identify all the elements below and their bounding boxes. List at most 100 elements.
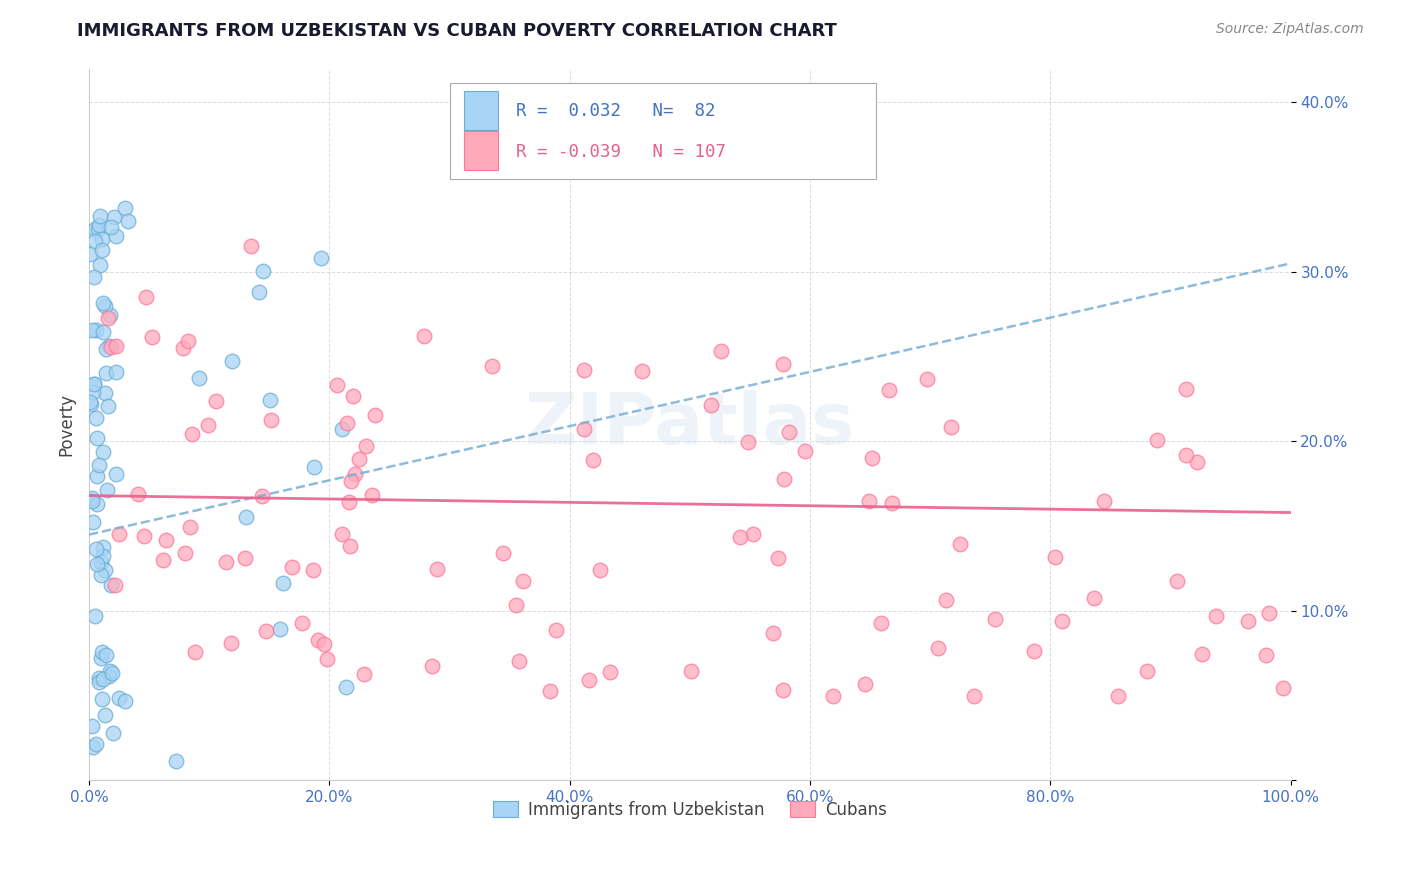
Point — [90, 555, 112, 569]
Point — [84, 322, 107, 336]
Point — [1107, 689, 1129, 703]
Point — [94, 708, 117, 723]
Point — [949, 537, 972, 551]
Point — [546, 623, 568, 637]
Point — [259, 392, 281, 407]
Point — [96, 342, 118, 356]
Point — [100, 577, 122, 591]
Point — [631, 363, 654, 377]
Point — [311, 251, 333, 265]
Point — [412, 329, 434, 343]
Point — [83, 376, 105, 391]
Point — [184, 644, 207, 658]
Point — [426, 562, 449, 576]
Point — [599, 665, 621, 679]
Point — [79, 394, 101, 409]
Point — [302, 563, 325, 577]
Point — [91, 644, 114, 658]
Point — [681, 665, 703, 679]
Point — [86, 431, 108, 445]
Point — [221, 353, 243, 368]
Point — [984, 613, 1007, 627]
Point — [91, 296, 114, 310]
Point — [83, 270, 105, 285]
Point — [105, 229, 128, 244]
Point — [93, 540, 115, 554]
Point — [302, 460, 325, 475]
Point — [353, 667, 375, 681]
Point — [91, 445, 114, 459]
Point — [589, 563, 612, 577]
Point — [87, 675, 110, 690]
Point — [104, 366, 127, 380]
Point — [89, 219, 111, 233]
Point — [939, 420, 962, 434]
Point — [96, 483, 118, 497]
Point — [361, 488, 384, 502]
Point — [699, 398, 721, 412]
Point — [94, 366, 117, 380]
Point — [572, 362, 595, 376]
Point — [742, 527, 765, 541]
Point — [90, 651, 112, 665]
Point — [336, 416, 359, 430]
Point — [80, 494, 103, 508]
Point — [935, 592, 957, 607]
Point — [97, 399, 120, 413]
Point — [512, 574, 534, 588]
Point — [508, 654, 530, 668]
Text: Source: ZipAtlas.com: Source: ZipAtlas.com — [1216, 22, 1364, 37]
Point — [1185, 455, 1208, 469]
Point — [315, 652, 337, 666]
Y-axis label: Poverty: Poverty — [58, 392, 75, 456]
FancyBboxPatch shape — [450, 83, 876, 178]
Point — [853, 677, 876, 691]
Point — [1237, 614, 1260, 628]
Point — [505, 599, 527, 613]
FancyBboxPatch shape — [464, 91, 498, 130]
Point — [86, 557, 108, 571]
Point — [177, 334, 200, 349]
Point — [79, 397, 101, 411]
Point — [768, 551, 790, 566]
Text: R = -0.039   N = 107: R = -0.039 N = 107 — [516, 143, 725, 161]
Point — [963, 689, 986, 703]
Point — [155, 533, 177, 547]
Point — [98, 309, 121, 323]
Point — [337, 495, 360, 509]
Point — [1205, 609, 1227, 624]
Point — [152, 553, 174, 567]
Point — [97, 311, 120, 326]
Point — [1045, 549, 1067, 564]
Point — [89, 209, 111, 223]
Point — [86, 222, 108, 236]
Point — [80, 323, 103, 337]
FancyBboxPatch shape — [464, 131, 498, 170]
Point — [927, 641, 949, 656]
Point — [84, 541, 107, 556]
Point — [347, 451, 370, 466]
Point — [860, 451, 883, 466]
Point — [342, 389, 364, 403]
Point — [179, 519, 201, 533]
Point — [114, 694, 136, 708]
Point — [205, 394, 228, 409]
Point — [879, 383, 901, 397]
Point — [1092, 494, 1115, 508]
Point — [90, 568, 112, 582]
Point — [97, 339, 120, 353]
Point — [89, 671, 111, 685]
Point — [100, 340, 122, 354]
Point — [1258, 606, 1281, 620]
Point — [165, 754, 187, 768]
Point — [1174, 449, 1197, 463]
Point — [363, 408, 385, 422]
Point — [762, 625, 785, 640]
Point — [269, 623, 291, 637]
Point — [114, 201, 136, 215]
Point — [91, 325, 114, 339]
Point — [273, 575, 295, 590]
Point — [221, 636, 243, 650]
Point — [91, 244, 114, 258]
Point — [82, 740, 104, 755]
